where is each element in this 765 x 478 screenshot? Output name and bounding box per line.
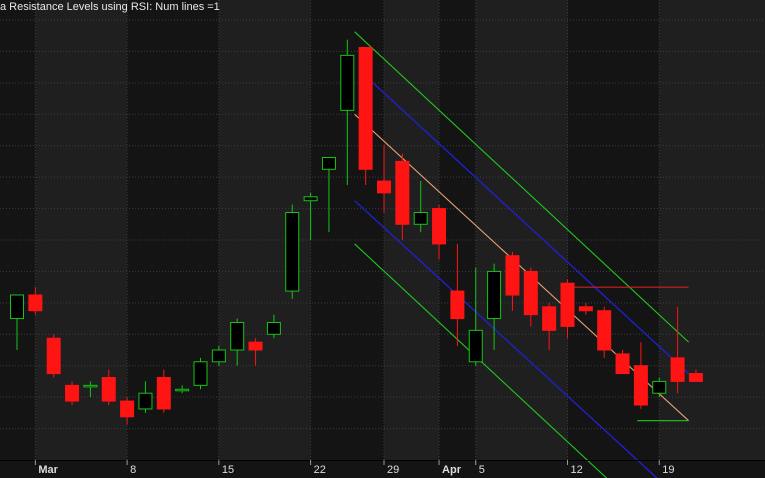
candle-down xyxy=(46,334,61,378)
candle-body xyxy=(505,255,520,296)
candle-down xyxy=(358,47,373,185)
candle-down xyxy=(28,287,43,315)
candle-body xyxy=(138,392,153,410)
candle-up xyxy=(175,385,190,394)
candle-up xyxy=(266,314,281,339)
candle-body xyxy=(615,353,630,375)
candle-body xyxy=(65,384,80,402)
candle-body xyxy=(46,337,61,375)
candle-body xyxy=(450,290,465,320)
candle-body xyxy=(542,306,557,331)
candle-body xyxy=(211,349,226,363)
candle-body xyxy=(120,400,135,418)
candle-body xyxy=(395,160,410,225)
candle-up xyxy=(487,263,502,350)
candle-up xyxy=(285,204,300,299)
candle-down xyxy=(248,338,263,366)
candle-down xyxy=(523,267,538,327)
candle-down xyxy=(450,243,465,347)
candle-down xyxy=(578,302,593,315)
candle-up xyxy=(413,181,428,233)
x-tick-label: 12 xyxy=(571,464,583,476)
candle-down xyxy=(560,279,575,339)
candle-body xyxy=(633,365,648,406)
candle-body xyxy=(230,322,245,351)
x-tick-label: 29 xyxy=(387,464,399,476)
candle-body xyxy=(652,380,667,394)
candle-body xyxy=(303,196,318,202)
channel-inner-lower-line xyxy=(354,200,658,478)
candle-body xyxy=(83,384,98,388)
candle-down xyxy=(65,381,80,405)
candle-body xyxy=(358,47,373,170)
candle-body xyxy=(432,208,447,245)
candle-down xyxy=(120,397,135,425)
candle-body xyxy=(266,322,281,335)
candle-down xyxy=(633,342,648,409)
candle-down xyxy=(615,350,630,375)
background-band xyxy=(0,0,36,460)
channel-outer-lower-line xyxy=(354,243,608,478)
x-tick-label: Apr xyxy=(442,464,462,476)
regression-line xyxy=(354,113,689,422)
background-band xyxy=(659,0,765,460)
candle-body xyxy=(156,377,171,410)
candle-down xyxy=(688,369,703,382)
candle-up xyxy=(83,381,98,398)
candle-down xyxy=(101,369,116,405)
candle-up xyxy=(321,157,336,233)
candle-up xyxy=(193,357,208,390)
candle-body xyxy=(193,361,208,386)
candle-up xyxy=(211,346,226,366)
candle-up xyxy=(340,39,355,185)
x-tick-label: Mar xyxy=(38,464,58,476)
channel-outer-upper-line xyxy=(354,31,689,343)
candle-body xyxy=(321,157,336,170)
candle-body xyxy=(413,212,428,225)
candle-up xyxy=(10,294,24,350)
candle-body xyxy=(285,212,300,292)
candle-body xyxy=(340,54,355,111)
candle-body xyxy=(597,310,612,351)
candle-body xyxy=(28,294,43,312)
candle-body xyxy=(670,357,685,382)
candle-down xyxy=(395,153,410,240)
candle-down xyxy=(597,306,612,358)
candle-body xyxy=(101,377,116,402)
candle-body xyxy=(248,341,263,351)
channel-inner-upper-line xyxy=(372,82,690,375)
x-tick-label: 5 xyxy=(479,464,485,476)
candle-down xyxy=(156,369,171,413)
candle-up xyxy=(138,381,153,413)
candle-down xyxy=(542,302,557,350)
candle-down xyxy=(670,306,685,394)
background-band xyxy=(475,0,568,460)
x-tick-label: 8 xyxy=(130,464,136,476)
background-band xyxy=(384,0,440,460)
candle-body xyxy=(175,388,190,392)
x-tick-label: 22 xyxy=(314,464,326,476)
candle-body xyxy=(487,270,502,320)
candle-body xyxy=(560,282,575,327)
candle-body xyxy=(688,373,703,382)
candle-body xyxy=(377,180,391,194)
candle-body xyxy=(578,306,593,312)
candle-body xyxy=(468,329,483,363)
candle-up xyxy=(468,267,483,366)
x-tick-label: 19 xyxy=(662,464,674,476)
candle-up xyxy=(230,318,245,366)
candle-down xyxy=(505,251,520,311)
background-band xyxy=(127,0,219,460)
candle-body xyxy=(523,270,538,316)
x-tick-label: 15 xyxy=(222,464,234,476)
candle-down xyxy=(377,145,391,213)
candle-up xyxy=(303,192,318,240)
candle-body xyxy=(10,294,24,320)
candle-down xyxy=(432,204,447,260)
chart-title: a Resistance Levels using RSI: Num lines… xyxy=(0,1,220,13)
candle-up xyxy=(652,377,667,398)
